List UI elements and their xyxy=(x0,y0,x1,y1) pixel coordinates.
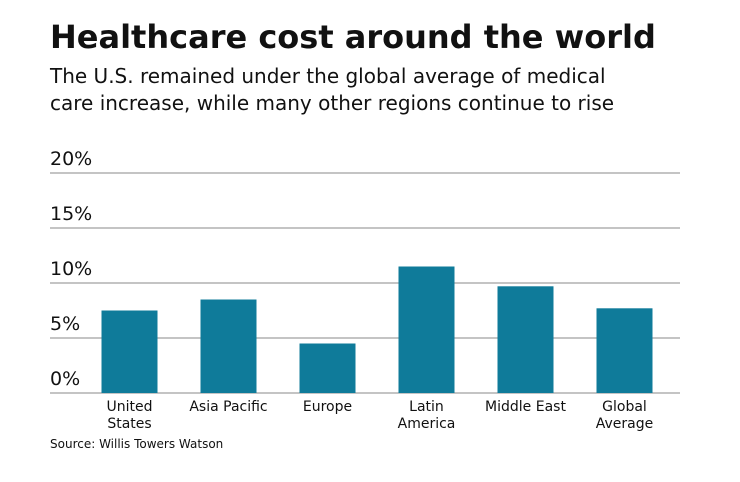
y-tick-label: 0% xyxy=(50,368,81,390)
bar xyxy=(596,308,653,393)
x-tick-label: Global Average xyxy=(595,399,654,432)
bar xyxy=(398,266,455,393)
bar xyxy=(200,299,257,393)
x-tick-label: Europe xyxy=(302,399,353,415)
y-tick-label: 15% xyxy=(50,203,93,225)
x-tick-label: United States xyxy=(106,399,153,432)
x-tick-label: Middle East xyxy=(485,399,566,415)
y-tick-label: 20% xyxy=(50,148,93,170)
y-tick-label: 5% xyxy=(50,313,81,335)
chart-title: Healthcare cost around the world xyxy=(50,18,656,56)
chart-subtitle: The U.S. remained under the global avera… xyxy=(50,64,615,115)
bar xyxy=(101,310,158,393)
source-note: Source: Willis Towers Watson xyxy=(50,437,224,451)
y-tick-label: 10% xyxy=(50,258,93,280)
bar xyxy=(299,343,356,393)
bar xyxy=(497,286,554,393)
x-tick-label: Asia Pacific xyxy=(189,399,268,415)
x-tick-label: Latin America xyxy=(397,399,456,432)
